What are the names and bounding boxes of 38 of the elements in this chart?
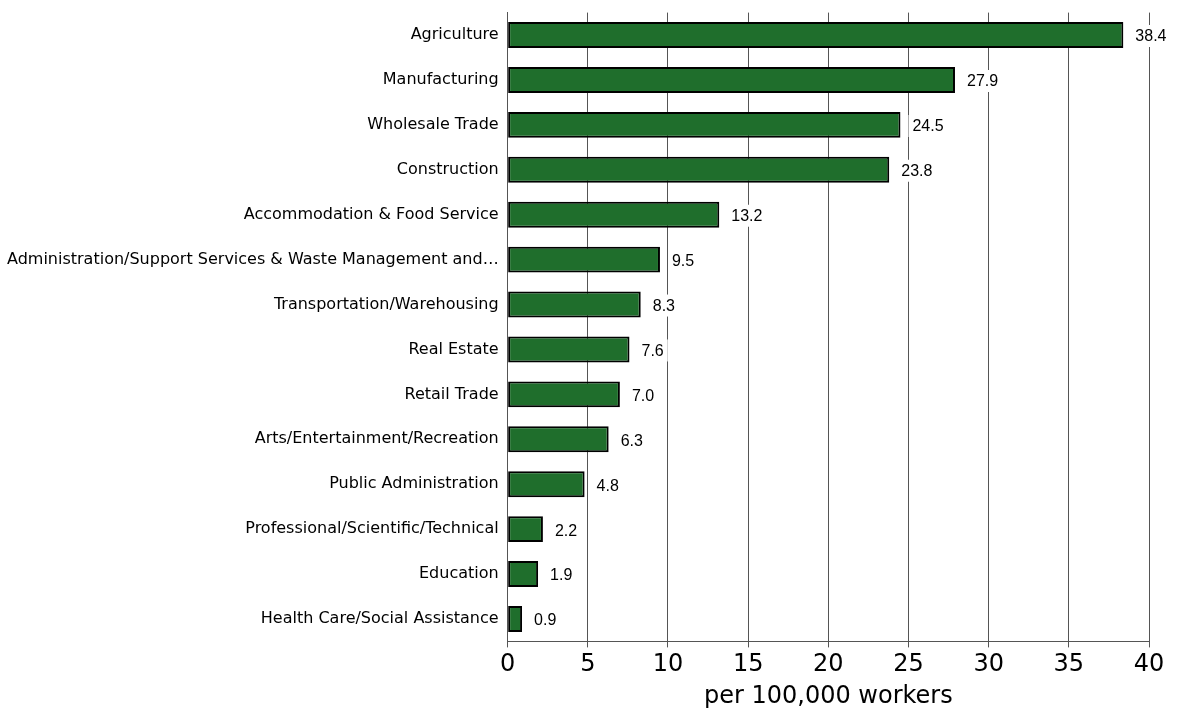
data-label: 6.3: [620, 431, 644, 449]
y-tick-label: Agriculture: [410, 24, 499, 44]
y-tick-label: Wholesale Trade: [367, 114, 499, 134]
x-tick-label: 10: [652, 649, 684, 678]
data-label: 4.8: [596, 476, 619, 494]
y-tick-label: Retail Trade: [404, 383, 499, 403]
data-label: 23.8: [901, 162, 933, 180]
y-tick-label: Public Administration: [329, 473, 499, 493]
x-tick-label: 0: [500, 649, 516, 678]
y-tick-label: Construction: [396, 158, 499, 178]
y-tick-label: Transportation/Warehousing: [272, 293, 499, 313]
y-tick-label: Administration/Support Services & Waste Management and…: [6, 248, 499, 268]
y-tick-label: Education: [418, 563, 499, 583]
y-tick-label: Health Care/Social Assistance: [260, 608, 499, 628]
x-tick-label: 15: [732, 649, 764, 678]
data-label: 7.0: [631, 386, 655, 404]
data-label: 1.9: [550, 566, 573, 584]
data-label: 0.9: [534, 611, 557, 629]
x-tick-label: 40: [1133, 649, 1165, 678]
x-tick-label: 20: [813, 649, 844, 678]
y-tick-label: Professional/Scientific/Technical: [245, 518, 499, 538]
y-tick-label: Arts/Entertainment/Recreation: [254, 428, 499, 448]
data-label: 8.3: [652, 296, 676, 314]
data-label: 2.2: [554, 521, 578, 539]
x-tick-label: 30: [973, 649, 1004, 678]
x-tick-label: 35: [1053, 649, 1085, 678]
data-label: 9.5: [671, 252, 695, 270]
y-tick-label: Real Estate: [408, 338, 499, 358]
y-tick-label: Manufacturing: [382, 69, 499, 89]
y-tick-label: Accommodation & Food Service: [243, 203, 499, 223]
data-label: 13.2: [731, 207, 763, 225]
data-label: 7.6: [641, 341, 664, 359]
data-label: 24.5: [912, 117, 944, 135]
x-axis-title: per 100,000 workers: [703, 680, 953, 709]
x-tick-label: 25: [893, 649, 924, 678]
data-label: 27.9: [966, 72, 999, 90]
x-tick-label: 5: [580, 649, 596, 678]
data-label: 38.4: [1135, 27, 1167, 45]
